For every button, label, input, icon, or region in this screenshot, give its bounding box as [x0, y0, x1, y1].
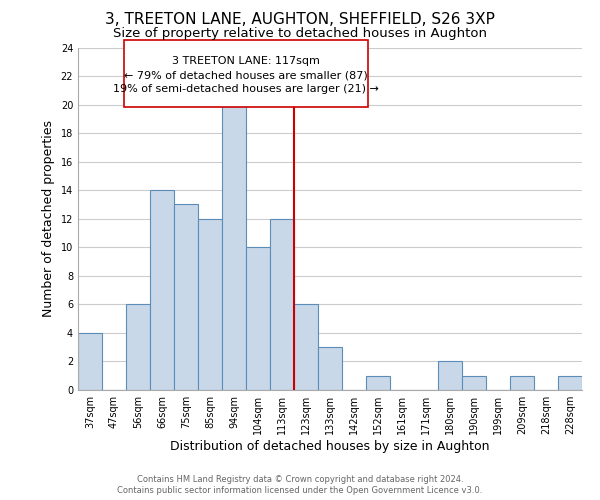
Bar — [246, 248, 270, 390]
Bar — [438, 362, 462, 390]
Bar — [270, 219, 294, 390]
Bar — [126, 304, 150, 390]
Bar — [366, 376, 390, 390]
FancyBboxPatch shape — [124, 40, 368, 108]
Y-axis label: Number of detached properties: Number of detached properties — [42, 120, 55, 318]
X-axis label: Distribution of detached houses by size in Aughton: Distribution of detached houses by size … — [170, 440, 490, 453]
Bar — [510, 376, 534, 390]
Text: Contains public sector information licensed under the Open Government Licence v3: Contains public sector information licen… — [118, 486, 482, 495]
Bar — [222, 104, 246, 390]
Text: Contains HM Land Registry data © Crown copyright and database right 2024.: Contains HM Land Registry data © Crown c… — [137, 475, 463, 484]
Bar — [150, 190, 174, 390]
Bar — [318, 347, 342, 390]
Bar — [78, 333, 102, 390]
Text: 3, TREETON LANE, AUGHTON, SHEFFIELD, S26 3XP: 3, TREETON LANE, AUGHTON, SHEFFIELD, S26… — [105, 12, 495, 28]
Bar — [174, 204, 198, 390]
Bar — [462, 376, 486, 390]
Bar — [198, 219, 222, 390]
Text: Size of property relative to detached houses in Aughton: Size of property relative to detached ho… — [113, 28, 487, 40]
Text: 3 TREETON LANE: 117sqm
← 79% of detached houses are smaller (87)
19% of semi-det: 3 TREETON LANE: 117sqm ← 79% of detached… — [113, 56, 379, 94]
Bar — [294, 304, 318, 390]
Bar — [558, 376, 582, 390]
